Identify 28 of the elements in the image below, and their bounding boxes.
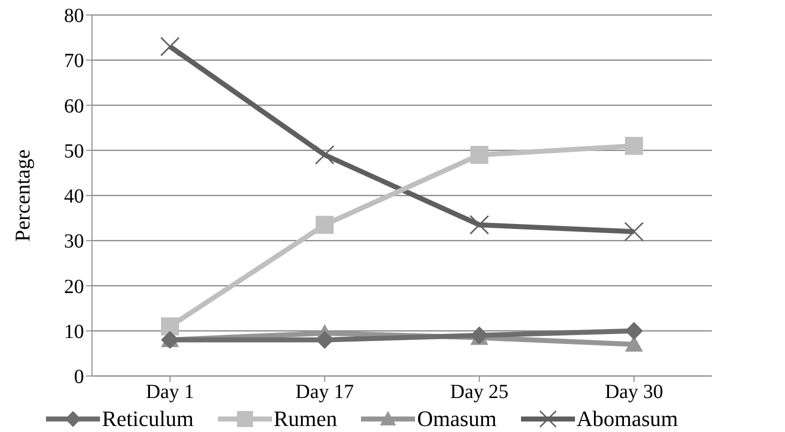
y-tick-label: 60 xyxy=(64,95,84,118)
x-tick-label: Day 1 xyxy=(146,381,194,404)
point xyxy=(316,216,334,234)
x-tick-label: Day 30 xyxy=(604,381,664,404)
y-tick-label: 40 xyxy=(64,186,84,208)
point xyxy=(625,322,643,340)
legend-label: Abomasum xyxy=(576,406,678,431)
point xyxy=(316,330,334,349)
y-tick-label: 80 xyxy=(64,5,84,28)
legend-label: Rumen xyxy=(274,406,338,431)
x-tick-label: Day 17 xyxy=(296,381,354,404)
x-tick-label: Day 25 xyxy=(450,381,508,404)
point xyxy=(470,146,488,164)
y-tick-label: 10 xyxy=(64,320,84,343)
point xyxy=(161,317,179,336)
point xyxy=(160,36,180,56)
y-tick-label: 30 xyxy=(64,230,84,253)
legend-label: Omasum xyxy=(417,406,497,431)
legend-label: Reticulum xyxy=(102,406,194,431)
y-tick-label: 20 xyxy=(64,276,84,298)
point xyxy=(624,222,644,242)
point xyxy=(470,215,490,235)
y-tick-label: 50 xyxy=(64,140,84,162)
point xyxy=(314,145,334,165)
y-tick-label: 70 xyxy=(64,50,84,72)
y-tick-label: 0 xyxy=(74,366,84,388)
y-axis-title: Percentage xyxy=(10,149,34,242)
point xyxy=(625,136,643,155)
